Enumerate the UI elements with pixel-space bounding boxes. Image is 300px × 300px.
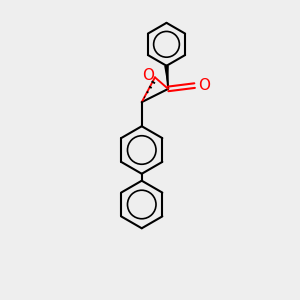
Text: O: O [199,78,211,93]
Text: O: O [142,68,154,83]
Polygon shape [164,66,169,89]
